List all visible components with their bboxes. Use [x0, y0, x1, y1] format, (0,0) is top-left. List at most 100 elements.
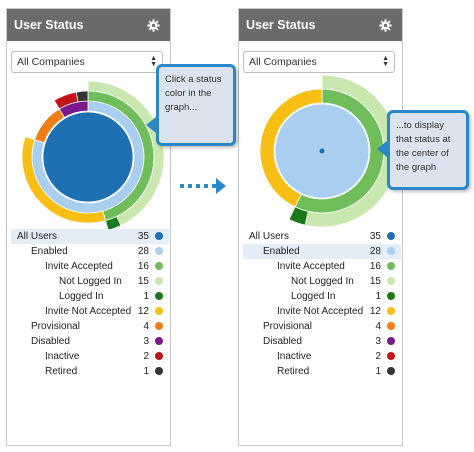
legend-item-all-users[interactable]: All Users 35	[11, 229, 169, 244]
legend-label: All Users	[249, 231, 290, 242]
legend-count: 35	[369, 231, 381, 242]
legend-color-dot	[155, 277, 163, 285]
sunburst-segment-logged-in[interactable]	[288, 206, 309, 226]
legend-color-dot	[155, 262, 163, 270]
legend-item-disabled[interactable]: Disabled 3	[11, 334, 169, 349]
sunburst-chart[interactable]	[7, 9, 172, 447]
legend-item-invite-accepted[interactable]: Invite Accepted 16	[243, 259, 401, 274]
legend-label: Provisional	[263, 321, 312, 332]
legend-item-inactive[interactable]: Inactive 2	[243, 349, 401, 364]
legend-label: Not Logged In	[291, 276, 354, 287]
legend-count: 35	[137, 231, 149, 242]
gear-icon[interactable]	[379, 18, 392, 32]
legend-item-provisional[interactable]: Provisional 4	[243, 319, 401, 334]
legend-item-logged-in[interactable]: Logged In 1	[243, 289, 401, 304]
legend-item-enabled[interactable]: Enabled 28	[11, 244, 169, 259]
legend-color-dot	[155, 292, 163, 300]
legend-item-invite-accepted[interactable]: Invite Accepted 16	[11, 259, 169, 274]
sunburst-segment-retired[interactable]	[75, 90, 89, 103]
legend-color-dot	[155, 232, 163, 240]
sunburst-center-enabled[interactable]	[274, 103, 370, 199]
legend-label: Disabled	[31, 336, 70, 347]
callout-line: the center of	[396, 148, 449, 159]
panel-title: User Status	[246, 18, 316, 32]
legend-count: 12	[137, 306, 149, 317]
legend-label: Not Logged In	[59, 276, 122, 287]
legend-label: Invite Accepted	[277, 261, 345, 272]
legend-count: 28	[369, 246, 381, 257]
legend-label: Invite Accepted	[45, 261, 113, 272]
legend-count: 3	[143, 336, 149, 347]
legend-label: All Users	[17, 231, 58, 242]
legend-item-retired[interactable]: Retired 1	[11, 364, 169, 379]
sunburst-segment-provisional[interactable]	[34, 108, 65, 144]
legend-count: 1	[375, 366, 381, 377]
callout-line: graph...	[165, 102, 198, 113]
sunburst-segment-disabled[interactable]	[58, 100, 89, 119]
legend-color-dot	[387, 337, 395, 345]
legend-item-logged-in[interactable]: Logged In 1	[11, 289, 169, 304]
legend-item-not-logged-in[interactable]: Not Logged In 15	[11, 274, 169, 289]
callout-line: Click a status	[165, 74, 222, 85]
legend-color-dot	[387, 277, 395, 285]
legend-item-invite-not-accepted[interactable]: Invite Not Accepted 12	[243, 304, 401, 319]
sunburst-segment-invite-not-accepted[interactable]	[21, 136, 107, 224]
sunburst-segment-invite-accepted[interactable]	[87, 90, 155, 222]
legend-label: Inactive	[45, 351, 80, 362]
callout-click-status: Click a status color in the graph...	[146, 64, 236, 146]
legend-count: 15	[137, 276, 149, 287]
legend-color-dot	[155, 307, 163, 315]
legend-color-dot	[387, 262, 395, 270]
sunburst-chart[interactable]	[239, 9, 404, 447]
legend-count: 15	[369, 276, 381, 287]
callout-display-center: ...to display that status at the center …	[377, 110, 469, 190]
user-status-panel-before: User Status All Companies ▲ ▼ All Users 35…	[6, 8, 171, 446]
legend-item-enabled[interactable]: Enabled 28	[243, 244, 401, 259]
dotted-right-arrow-icon	[180, 178, 226, 194]
sunburst-segment-invite-accepted[interactable]	[294, 88, 385, 214]
legend-color-dot	[387, 292, 395, 300]
legend-color-dot	[155, 247, 163, 255]
sunburst-segment-inactive[interactable]	[53, 91, 79, 110]
legend-item-inactive[interactable]: Inactive 2	[11, 349, 169, 364]
sunburst-segment-invite-not-accepted[interactable]	[259, 88, 323, 208]
legend-label: Invite Not Accepted	[277, 306, 364, 317]
legend-item-not-logged-in[interactable]: Not Logged In 15	[243, 274, 401, 289]
legend-color-dot	[387, 307, 395, 315]
legend-label: Logged In	[291, 291, 336, 302]
legend-color-dot	[387, 247, 395, 255]
updown-arrows-icon: ▲ ▼	[150, 55, 157, 68]
gear-icon[interactable]	[147, 18, 160, 32]
callout-line: ...to display	[396, 120, 445, 131]
sunburst-segment-enabled[interactable]	[31, 100, 145, 214]
callout-line: color in the	[165, 88, 212, 99]
legend-color-dot	[387, 232, 395, 240]
legend-count: 1	[143, 291, 149, 302]
legend-count: 1	[375, 291, 381, 302]
legend-label: Provisional	[31, 321, 80, 332]
legend-item-disabled[interactable]: Disabled 3	[243, 334, 401, 349]
updown-arrows-icon: ▲ ▼	[382, 55, 389, 68]
company-select[interactable]: All Companies ▲ ▼	[11, 51, 163, 73]
legend-label: Enabled	[31, 246, 68, 257]
sunburst-center-all-users[interactable]	[42, 111, 134, 203]
company-select[interactable]: All Companies ▲ ▼	[243, 51, 395, 73]
legend-item-all-users[interactable]: All Users 35	[243, 229, 401, 244]
legend-item-retired[interactable]: Retired 1	[243, 364, 401, 379]
legend-color-dot	[155, 352, 163, 360]
legend-count: 16	[137, 261, 149, 272]
legend-item-invite-not-accepted[interactable]: Invite Not Accepted 12	[11, 304, 169, 319]
panel-title: User Status	[14, 18, 84, 32]
legend-count: 2	[375, 351, 381, 362]
legend-count: 16	[369, 261, 381, 272]
legend-count: 4	[143, 321, 149, 332]
legend-item-provisional[interactable]: Provisional 4	[11, 319, 169, 334]
sunburst-segment-not-logged-in[interactable]	[87, 80, 165, 227]
legend-count: 3	[375, 336, 381, 347]
legend-count: 2	[143, 351, 149, 362]
panel-header: User Status	[239, 9, 402, 41]
company-select-value: All Companies	[17, 56, 85, 68]
legend-label: Disabled	[263, 336, 302, 347]
status-legend: All Users 35 Enabled 28 Invite Accepted 16 Not…	[243, 229, 401, 379]
user-status-panel-after: User Status All Companies ▲ ▼ All Users 35…	[238, 8, 403, 446]
